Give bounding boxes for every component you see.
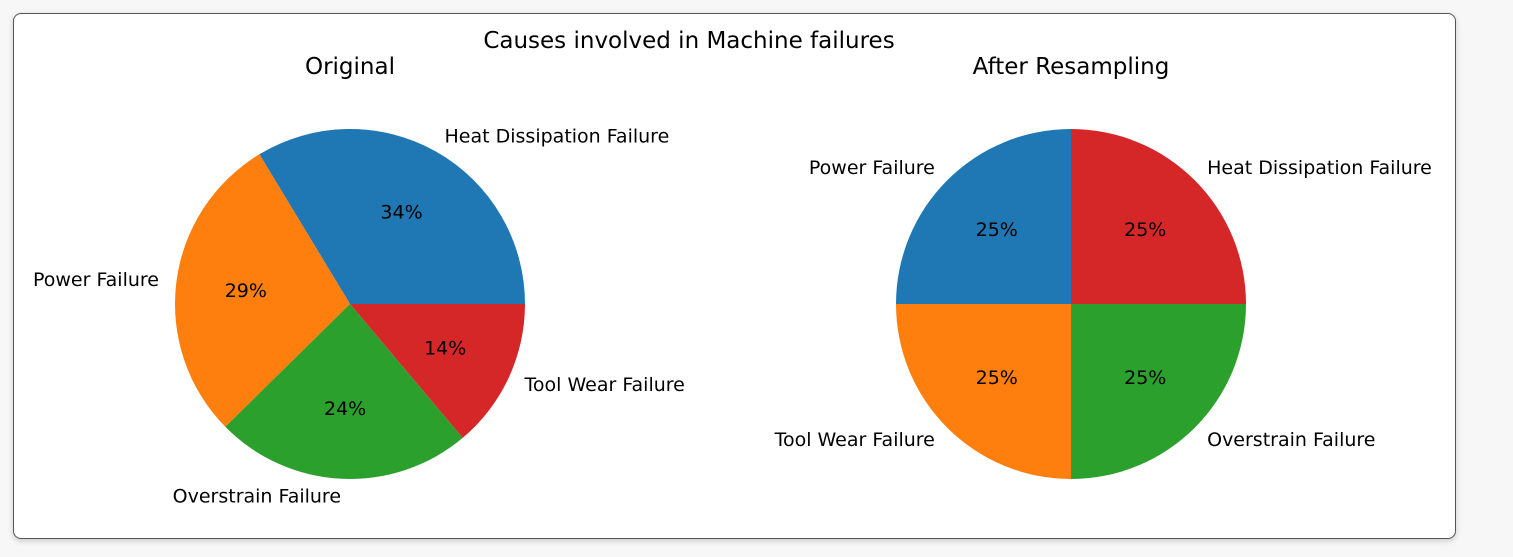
pct-label-original-tool-wear-failure: 14% (424, 337, 466, 359)
figure-title: Causes involved in Machine failures (483, 28, 894, 54)
pct-label-original-heat-dissipation-failure: 34% (380, 202, 422, 224)
subplot-title-after-resampling: After Resampling (973, 54, 1170, 80)
pie-slice-resampled-tool-wear-failure (896, 304, 1071, 479)
pie-slice-original-tool-wear-failure (350, 304, 525, 438)
category-label-original-power-failure: Power Failure (33, 269, 159, 291)
category-label-resampled-heat-dissipation-failure: Heat Dissipation Failure (1207, 157, 1432, 179)
pct-label-resampled-heat-dissipation-failure: 25% (1124, 219, 1166, 241)
pie-slice-resampled-heat-dissipation-failure (1071, 129, 1246, 304)
pie-slice-original-power-failure (174, 154, 350, 427)
category-label-resampled-overstrain-failure: Overstrain Failure (1207, 429, 1375, 451)
subplot-title-original: Original (305, 54, 395, 80)
category-label-resampled-tool-wear-failure: Tool Wear Failure (774, 429, 935, 451)
page-margin (1468, 0, 1513, 557)
pie-slice-resampled-power-failure (896, 129, 1071, 304)
category-label-original-overstrain-failure: Overstrain Failure (173, 485, 341, 507)
category-label-resampled-power-failure: Power Failure (809, 157, 935, 179)
category-label-original-heat-dissipation-failure: Heat Dissipation Failure (445, 125, 670, 147)
pie-chart-original: Original 34% Heat Dissipation Failure 29% P… (33, 54, 685, 507)
pct-label-original-overstrain-failure: 24% (324, 398, 366, 420)
pie-slice-resampled-overstrain-failure (1071, 304, 1246, 479)
pie-chart-after-resampling: After Resampling 25% Power Failure 25% Tool… (774, 54, 1432, 479)
pie-slice-original-heat-dissipation-failure (259, 129, 525, 304)
pie-slice-original-overstrain-failure (225, 304, 463, 479)
pct-label-original-power-failure: 29% (225, 280, 267, 302)
pct-label-resampled-tool-wear-failure: 25% (976, 367, 1018, 389)
pct-label-resampled-power-failure: 25% (976, 219, 1018, 241)
pct-label-resampled-overstrain-failure: 25% (1124, 367, 1166, 389)
category-label-original-tool-wear-failure: Tool Wear Failure (524, 374, 685, 396)
